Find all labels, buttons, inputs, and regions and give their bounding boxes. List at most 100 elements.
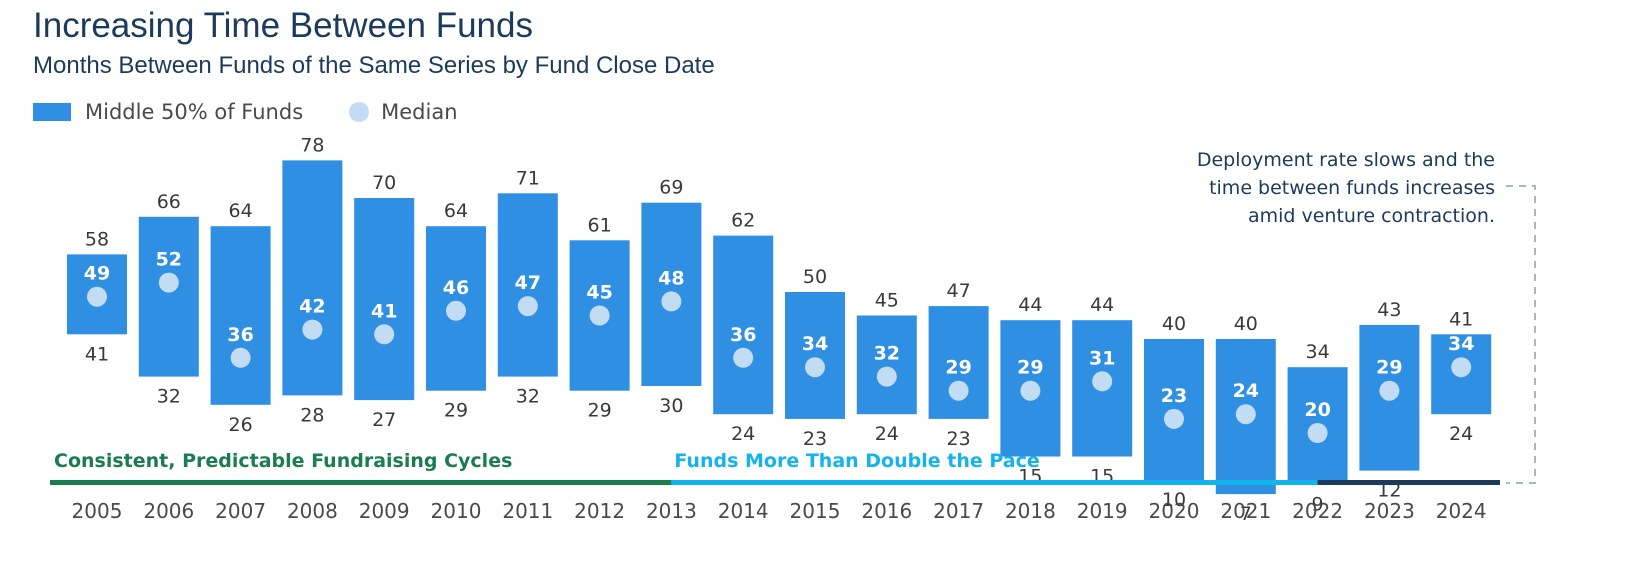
lower-label-2020: 10 xyxy=(1162,489,1186,511)
range-bar-2011 xyxy=(497,193,558,377)
upper-label-2020: 40 xyxy=(1162,313,1186,335)
annotation-line-2: time between funds increases xyxy=(1209,177,1495,199)
median-dot-2020 xyxy=(1164,408,1184,429)
lower-label-2022: 9 xyxy=(1312,494,1324,516)
x-tick-2014: 2014 xyxy=(718,499,769,523)
legend: Middle 50% of Funds Median xyxy=(33,100,458,124)
upper-label-2022: 34 xyxy=(1306,341,1330,363)
x-tick-2015: 2015 xyxy=(790,499,841,523)
median-dot-2019 xyxy=(1092,371,1113,392)
upper-label-2021: 40 xyxy=(1234,313,1258,335)
annotation-line-3: amid venture contraction. xyxy=(1248,205,1495,227)
median-dot-2021 xyxy=(1235,404,1256,425)
median-label-2006: 52 xyxy=(156,249,182,271)
median-dot-2007 xyxy=(230,347,251,368)
x-tick-2011: 2011 xyxy=(502,499,553,523)
median-dot-2018 xyxy=(1020,380,1041,401)
x-tick-2009: 2009 xyxy=(359,499,410,523)
median-label-2011: 47 xyxy=(515,272,541,294)
median-dot-2024 xyxy=(1451,357,1472,378)
era-label-2: Funds More Than Double the Pace xyxy=(674,450,1039,472)
median-dot-2023 xyxy=(1379,380,1400,401)
x-tick-2010: 2010 xyxy=(431,499,482,523)
lower-label-2013: 30 xyxy=(659,395,683,417)
median-dot-2010 xyxy=(446,300,466,321)
era-band-2 xyxy=(671,480,1318,485)
median-dot-2016 xyxy=(876,366,897,387)
legend-label-range: Middle 50% of Funds xyxy=(85,100,304,124)
median-label-2009: 41 xyxy=(371,300,397,322)
median-dot-2005 xyxy=(87,286,107,307)
range-bar-2006 xyxy=(138,216,199,377)
median-label-2016: 32 xyxy=(874,343,900,365)
median-dot-2013 xyxy=(661,291,682,312)
legend-label-median: Median xyxy=(381,100,458,124)
upper-label-2012: 61 xyxy=(588,214,612,236)
x-tick-2018: 2018 xyxy=(1005,499,1056,523)
chart-subtitle: Months Between Funds of the Same Series … xyxy=(33,52,715,79)
median-label-2005: 49 xyxy=(84,263,110,285)
annotation-bracket xyxy=(1506,185,1536,484)
lower-label-2012: 29 xyxy=(588,400,612,422)
upper-label-2005: 58 xyxy=(85,228,109,250)
upper-label-2023: 43 xyxy=(1377,299,1401,321)
upper-label-2007: 64 xyxy=(229,200,253,222)
range-bar-2014 xyxy=(713,235,774,415)
median-label-2023: 29 xyxy=(1376,357,1402,379)
x-tick-2012: 2012 xyxy=(574,499,625,523)
x-tick-2008: 2008 xyxy=(287,499,338,523)
x-tick-2016: 2016 xyxy=(861,499,912,523)
lower-label-2017: 23 xyxy=(947,428,971,450)
lower-label-2010: 29 xyxy=(444,400,468,422)
legend-swatch-median xyxy=(349,102,370,122)
upper-label-2010: 64 xyxy=(444,200,468,222)
lower-label-2007: 26 xyxy=(229,414,253,436)
upper-label-2018: 44 xyxy=(1018,294,1042,316)
upper-label-2013: 69 xyxy=(659,177,683,199)
lower-label-2021: 7 xyxy=(1240,503,1252,525)
upper-label-2011: 71 xyxy=(516,167,540,189)
x-tick-2013: 2013 xyxy=(646,499,697,523)
median-label-2017: 29 xyxy=(945,357,971,379)
upper-label-2014: 62 xyxy=(731,210,755,232)
median-label-2024: 34 xyxy=(1448,333,1474,355)
median-dot-2006 xyxy=(158,272,179,293)
median-dot-2022 xyxy=(1307,423,1328,443)
upper-label-2016: 45 xyxy=(875,290,899,312)
median-label-2008: 42 xyxy=(299,296,325,318)
median-label-2015: 34 xyxy=(802,333,828,355)
era-band-1 xyxy=(50,480,672,485)
x-tick-2022: 2022 xyxy=(1292,499,1343,523)
x-tick-2007: 2007 xyxy=(215,499,266,523)
x-tick-2006: 2006 xyxy=(143,499,194,523)
median-dot-2011 xyxy=(517,296,538,317)
upper-label-2019: 44 xyxy=(1090,294,1114,316)
lower-label-2024: 24 xyxy=(1449,423,1473,445)
upper-label-2008: 78 xyxy=(300,134,324,156)
median-dot-2017 xyxy=(948,380,969,401)
lower-label-2016: 24 xyxy=(875,423,899,445)
median-dot-2008 xyxy=(302,319,323,340)
era-band-3 xyxy=(1317,480,1500,485)
median-label-2020: 23 xyxy=(1161,385,1187,407)
range-bar-2007 xyxy=(210,226,271,405)
lower-label-2005: 41 xyxy=(85,343,109,365)
median-dot-2012 xyxy=(589,305,610,326)
median-label-2012: 45 xyxy=(586,282,612,304)
median-label-2007: 36 xyxy=(227,324,253,346)
era-label-1: Consistent, Predictable Fundraising Cycl… xyxy=(54,450,512,472)
upper-label-2006: 66 xyxy=(157,191,181,213)
x-tick-2017: 2017 xyxy=(933,499,984,523)
lower-label-2006: 32 xyxy=(157,386,181,408)
lower-label-2011: 32 xyxy=(516,386,540,408)
lower-label-2023: 12 xyxy=(1377,480,1401,502)
median-label-2022: 20 xyxy=(1304,399,1330,421)
median-label-2010: 46 xyxy=(443,277,469,299)
median-dot-2014 xyxy=(733,347,754,368)
range-bar-2008 xyxy=(282,160,343,396)
x-tick-2020: 2020 xyxy=(1149,499,1200,523)
chart-title: Increasing Time Between Funds xyxy=(33,6,533,45)
lower-label-2015: 23 xyxy=(803,428,827,450)
lower-label-2008: 28 xyxy=(300,404,324,426)
